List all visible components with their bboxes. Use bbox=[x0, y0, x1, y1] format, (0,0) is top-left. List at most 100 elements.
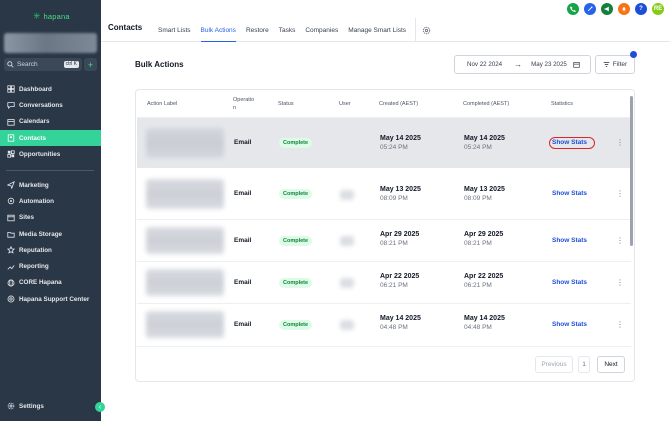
date-range-picker[interactable]: Nov 22 2024 → May 23 2025 bbox=[454, 55, 591, 74]
table-scrollbar[interactable] bbox=[630, 96, 633, 246]
help-icon[interactable]: ? bbox=[635, 3, 647, 15]
logo-mark-icon: ✳ bbox=[33, 10, 41, 21]
sidebar-item-label: Media Storage bbox=[19, 230, 63, 238]
filter-label: Filter bbox=[612, 61, 628, 68]
created-cell: Apr 29 2025 08:21 PM bbox=[380, 231, 419, 247]
date-range-end[interactable]: May 23 2025 bbox=[531, 61, 567, 68]
completed-date: May 13 2025 bbox=[464, 186, 505, 193]
status-badge: Complete bbox=[279, 236, 313, 246]
page-title: Bulk Actions bbox=[135, 60, 184, 69]
sidebar-item-label: CORE Hapana bbox=[19, 279, 62, 287]
show-stats-link[interactable]: Show Stats bbox=[552, 279, 588, 286]
media-icon bbox=[7, 232, 15, 238]
gear-icon bbox=[7, 402, 15, 410]
sidebar-item-label: Dashboard bbox=[19, 85, 52, 93]
tab-companies[interactable]: Companies bbox=[305, 26, 339, 34]
quick-add-button[interactable]: + bbox=[84, 58, 97, 71]
megaphone-icon[interactable] bbox=[601, 3, 613, 15]
row-divider bbox=[137, 219, 631, 220]
sidebar-item-dashboard[interactable]: Dashboard bbox=[0, 81, 101, 97]
sidebar-item-reporting[interactable]: Reporting bbox=[0, 258, 101, 274]
sidebar-item-conversations[interactable]: Conversations bbox=[0, 97, 101, 113]
created-time: 05:24 PM bbox=[380, 144, 408, 151]
page-number[interactable]: 1 bbox=[578, 356, 590, 373]
sidebar-item-label: Marketing bbox=[19, 181, 49, 189]
sidebar-item-calendars[interactable]: Calendars bbox=[0, 114, 101, 130]
created-date: Apr 22 2025 bbox=[380, 273, 420, 280]
created-cell: Apr 22 2025 06:21 PM bbox=[380, 273, 419, 289]
top-bar: Contacts Smart Lists Bulk Actions Restor… bbox=[101, 0, 670, 42]
more-options-icon[interactable]: ⋮ bbox=[616, 138, 624, 147]
created-time: 08:21 PM bbox=[380, 240, 408, 247]
more-options-icon[interactable]: ⋮ bbox=[616, 320, 624, 329]
show-stats-link[interactable]: Show Stats bbox=[552, 139, 588, 146]
completed-date: May 14 2025 bbox=[464, 315, 505, 322]
table-row[interactable]: Email Complete May 13 2025 08:09 PM May … bbox=[137, 169, 631, 219]
tab-bulk-actions[interactable]: Bulk Actions bbox=[196, 18, 241, 42]
created-date: Apr 29 2025 bbox=[380, 231, 420, 238]
user-redacted bbox=[340, 320, 354, 330]
completed-cell: Apr 22 2025 06:21 PM bbox=[464, 273, 503, 289]
filter-button[interactable]: Filter bbox=[595, 55, 635, 74]
created-date: May 13 2025 bbox=[380, 186, 421, 193]
table-row[interactable]: Email Complete Apr 22 2025 06:21 PM Apr … bbox=[137, 262, 631, 303]
tab-bar: Smart Lists Bulk Actions Restore Tasks C… bbox=[153, 18, 437, 42]
status-badge: Complete bbox=[279, 189, 313, 199]
table-row[interactable]: Email Complete Apr 29 2025 08:21 PM Apr … bbox=[137, 220, 631, 261]
created-cell: May 14 2025 05:24 PM bbox=[380, 135, 421, 151]
tab-settings-button[interactable] bbox=[415, 18, 437, 42]
table-row[interactable]: Email Complete May 14 2025 04:48 PM May … bbox=[137, 304, 631, 345]
completed-cell: May 14 2025 04:48 PM bbox=[464, 315, 505, 331]
sidebar-item-label: Reporting bbox=[19, 263, 49, 271]
sidebar-item-media-storage[interactable]: Media Storage bbox=[0, 226, 101, 242]
action-label-redacted bbox=[146, 269, 224, 296]
section-title: Contacts bbox=[108, 23, 143, 32]
calendar-icon bbox=[573, 62, 580, 68]
search-icon bbox=[7, 61, 14, 68]
next-page-button[interactable]: Next bbox=[597, 356, 625, 373]
phone-icon[interactable] bbox=[567, 3, 579, 15]
more-options-icon[interactable]: ⋮ bbox=[616, 189, 624, 198]
tab-smart-lists[interactable]: Smart Lists bbox=[158, 26, 191, 34]
avatar[interactable]: RE bbox=[652, 3, 664, 15]
contacts-icon bbox=[7, 134, 15, 142]
show-stats-link[interactable]: Show Stats bbox=[552, 190, 588, 197]
column-header-completed: Completed (AEST) bbox=[463, 101, 510, 107]
tab-manage-smart-lists[interactable]: Manage Smart Lists bbox=[348, 26, 407, 34]
more-options-icon[interactable]: ⋮ bbox=[616, 236, 624, 245]
date-range-start[interactable]: Nov 22 2024 bbox=[467, 61, 503, 68]
sidebar-item-label: Reputation bbox=[19, 246, 52, 254]
magic-icon[interactable] bbox=[584, 3, 596, 15]
completed-time: 04:48 PM bbox=[464, 324, 492, 331]
previous-page-button[interactable]: Previous bbox=[535, 356, 573, 373]
show-stats-link[interactable]: Show Stats bbox=[552, 237, 588, 244]
sidebar-item-label: Automation bbox=[19, 197, 54, 205]
search-input[interactable]: Search ctrl K bbox=[4, 58, 82, 71]
collapse-sidebar-button[interactable]: ‹ bbox=[95, 402, 105, 412]
completed-date: Apr 29 2025 bbox=[464, 231, 504, 238]
sidebar-item-settings[interactable]: Settings bbox=[0, 398, 101, 414]
sidebar-item-core-hapana[interactable]: CORE Hapana bbox=[0, 275, 101, 291]
sidebar-item-reputation[interactable]: Reputation bbox=[0, 242, 101, 258]
logo-text: hapana bbox=[43, 11, 70, 21]
sidebar-item-automation[interactable]: Automation bbox=[0, 193, 101, 209]
sidebar-item-opportunities[interactable]: Opportunities bbox=[0, 146, 101, 162]
more-options-icon[interactable]: ⋮ bbox=[616, 278, 624, 287]
sidebar-item-contacts[interactable]: Contacts bbox=[0, 129, 101, 147]
tab-restore[interactable]: Restore bbox=[245, 26, 269, 34]
bell-icon[interactable] bbox=[618, 3, 630, 15]
user-redacted bbox=[340, 236, 354, 246]
account-switcher[interactable] bbox=[4, 33, 97, 53]
sidebar-item-support-center[interactable]: Hapana Support Center bbox=[0, 291, 101, 307]
opportunities-icon bbox=[7, 150, 15, 158]
show-stats-link[interactable]: Show Stats bbox=[552, 321, 588, 328]
hapana-logo[interactable]: ✳ hapana bbox=[33, 10, 70, 22]
globe-icon bbox=[7, 279, 15, 287]
table-row[interactable]: Email Complete May 14 2025 05:24 PM May … bbox=[137, 118, 631, 168]
created-date: May 14 2025 bbox=[380, 315, 421, 322]
marketing-icon bbox=[7, 181, 15, 190]
sidebar-item-marketing[interactable]: Marketing bbox=[0, 177, 101, 193]
tab-tasks[interactable]: Tasks bbox=[278, 26, 296, 34]
operation-cell: Email bbox=[234, 279, 252, 286]
sidebar-item-sites[interactable]: Sites bbox=[0, 210, 101, 226]
